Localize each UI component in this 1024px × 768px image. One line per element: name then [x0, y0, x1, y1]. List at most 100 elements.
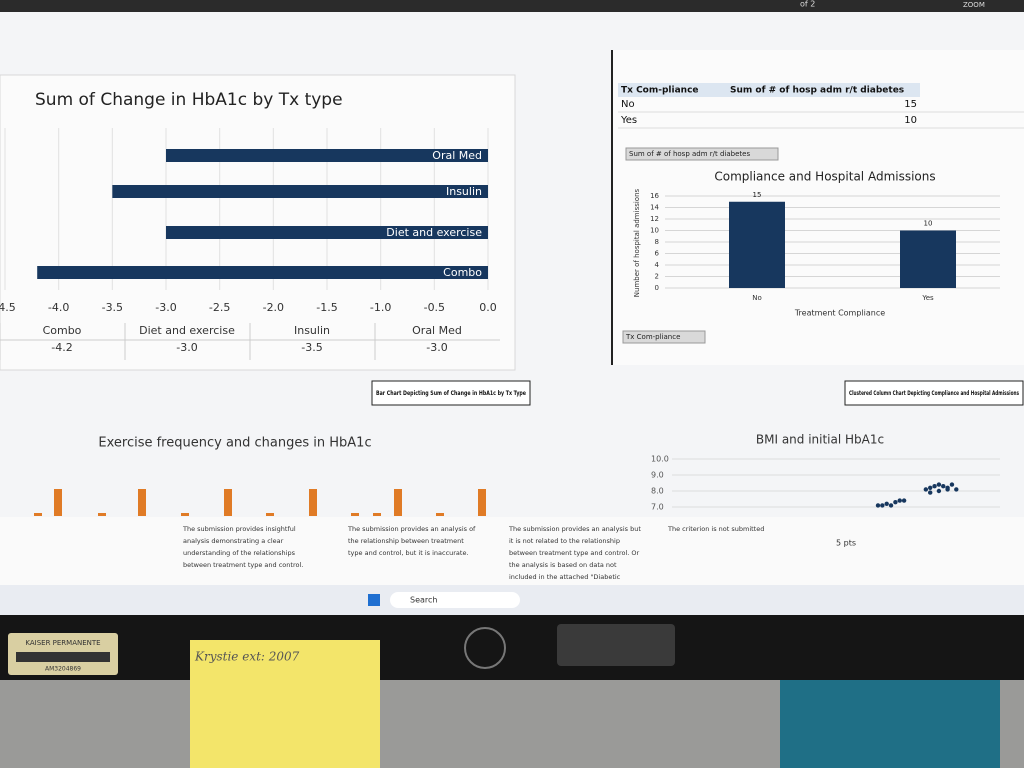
viewer-toolbar — [0, 0, 1024, 12]
y-tick-label: 10.0 — [651, 455, 669, 464]
rubric-text: analysis demonstrating a clear — [183, 537, 284, 545]
rubric-text: it is not related to the relationship — [509, 537, 620, 545]
caption-box — [371, 380, 531, 406]
y-tick-label: 16 — [650, 192, 659, 200]
y-tick-label: 8.0 — [651, 487, 664, 496]
table-header: Oral Med — [412, 324, 462, 337]
x-axis-label: Treatment Compliance — [794, 309, 885, 318]
y-tick-label: 9.0 — [651, 471, 664, 480]
pivot-header — [618, 83, 920, 97]
pivot-header-cell: Sum of # of hosp adm r/t diabetes — [730, 86, 904, 96]
scatter-point — [928, 490, 933, 495]
bar — [224, 489, 232, 516]
rubric-text: between treatment type and control. Or — [509, 549, 640, 557]
bar — [373, 513, 381, 516]
pivot-value: 15 — [904, 99, 917, 110]
scatter-point — [954, 487, 959, 492]
bar — [138, 489, 146, 516]
caption: Bar Chart Depicting Sum of Change in HbA… — [376, 389, 526, 397]
y-tick-label: 10 — [650, 227, 659, 235]
monitor-bezel — [0, 615, 1024, 680]
y-tick-label: 8 — [655, 238, 659, 246]
scatter-point — [888, 503, 894, 508]
page-count: of 2 — [800, 0, 815, 9]
scatter-point — [875, 503, 881, 508]
y-axis-label: Number of hospital admissions — [633, 188, 641, 297]
windows-icon — [368, 594, 380, 606]
scatter-point — [923, 487, 929, 492]
scatter-point — [901, 498, 907, 503]
bar — [309, 489, 317, 516]
axis-button-label: Tx Com-pliance — [625, 333, 680, 341]
bar — [266, 513, 274, 516]
rubric-points: 5 pts — [836, 539, 856, 548]
x-tick-label: Yes — [921, 294, 934, 302]
x-tick-label: -1.5 — [316, 301, 337, 314]
data-label: 10 — [924, 220, 933, 228]
sticky-note-text: Krystie ext: 2007 — [194, 650, 300, 664]
chart-title: BMI and initial HbA1c — [756, 433, 884, 447]
scatter-point — [880, 503, 885, 508]
bar-label: Combo — [443, 266, 482, 279]
column — [900, 230, 956, 288]
x-tick-label: -4.0 — [48, 301, 69, 314]
x-tick-label: 0.0 — [479, 301, 497, 314]
y-tick-label: 6 — [655, 250, 660, 258]
rubric-text: The submission provides insightful — [182, 525, 296, 533]
bar-label: Oral Med — [432, 149, 482, 162]
scatter-point — [893, 500, 898, 505]
badge-id: AM3204869 — [45, 666, 81, 673]
x-tick-label: -4.5 — [0, 301, 16, 314]
rubric-text: The submission provides an analysis but — [508, 525, 641, 533]
table-header: Combo — [43, 324, 82, 337]
bar — [478, 489, 486, 516]
bar — [436, 513, 444, 516]
bar-label: Insulin — [446, 185, 482, 198]
scatter-point — [936, 488, 942, 494]
caption-box — [844, 380, 1024, 406]
table-value: -3.0 — [426, 341, 447, 354]
sticky-note — [190, 640, 380, 768]
bar — [98, 513, 106, 516]
scatter-point — [936, 482, 942, 487]
scatter-point — [941, 484, 946, 489]
pivot-row-label: Yes — [620, 115, 637, 126]
bezel-sticker — [557, 624, 675, 666]
column — [729, 201, 785, 288]
rubric-text: type and control, but it is inaccurate. — [348, 549, 469, 557]
rubric-text: The criterion is not submitted — [667, 525, 764, 533]
bar — [394, 489, 402, 516]
x-tick-label: -2.0 — [263, 301, 284, 314]
table-header: Diet and exercise — [139, 324, 235, 337]
search-label[interactable]: Search — [410, 596, 437, 605]
y-tick-label: 2 — [655, 273, 659, 281]
x-tick-label: No — [752, 294, 762, 302]
axis-button — [622, 330, 706, 344]
rubric-text: between treatment type and control. — [183, 561, 303, 569]
chart-panel — [0, 74, 516, 371]
search-box[interactable] — [390, 592, 520, 608]
bar — [54, 489, 62, 516]
table-header: Insulin — [294, 324, 330, 337]
bar — [166, 149, 488, 162]
rubric-text: The submission provides an analysis of — [347, 525, 476, 533]
pivot-row-label: No — [621, 99, 635, 110]
chart-title: Exercise frequency and changes in HbA1c — [98, 436, 371, 451]
x-tick-label: -1.0 — [370, 301, 391, 314]
bar — [112, 185, 488, 198]
table-value: -3.5 — [301, 341, 322, 354]
y-tick-label: 4 — [655, 261, 660, 269]
pivot-value: 10 — [904, 115, 917, 126]
chart-title: Compliance and Hospital Admissions — [714, 170, 935, 184]
y-tick-label: 12 — [650, 215, 659, 223]
bar — [34, 513, 42, 516]
zoom-label[interactable]: ZOOM — [963, 1, 985, 9]
field-button — [625, 147, 779, 161]
badge-text: KAISER PERMANENTE — [25, 639, 100, 647]
x-tick-label: -3.5 — [102, 301, 123, 314]
table-value: -4.2 — [51, 341, 72, 354]
x-tick-label: -0.5 — [424, 301, 445, 314]
y-tick-label: 14 — [650, 204, 659, 212]
bar-label: Diet and exercise — [386, 226, 482, 239]
